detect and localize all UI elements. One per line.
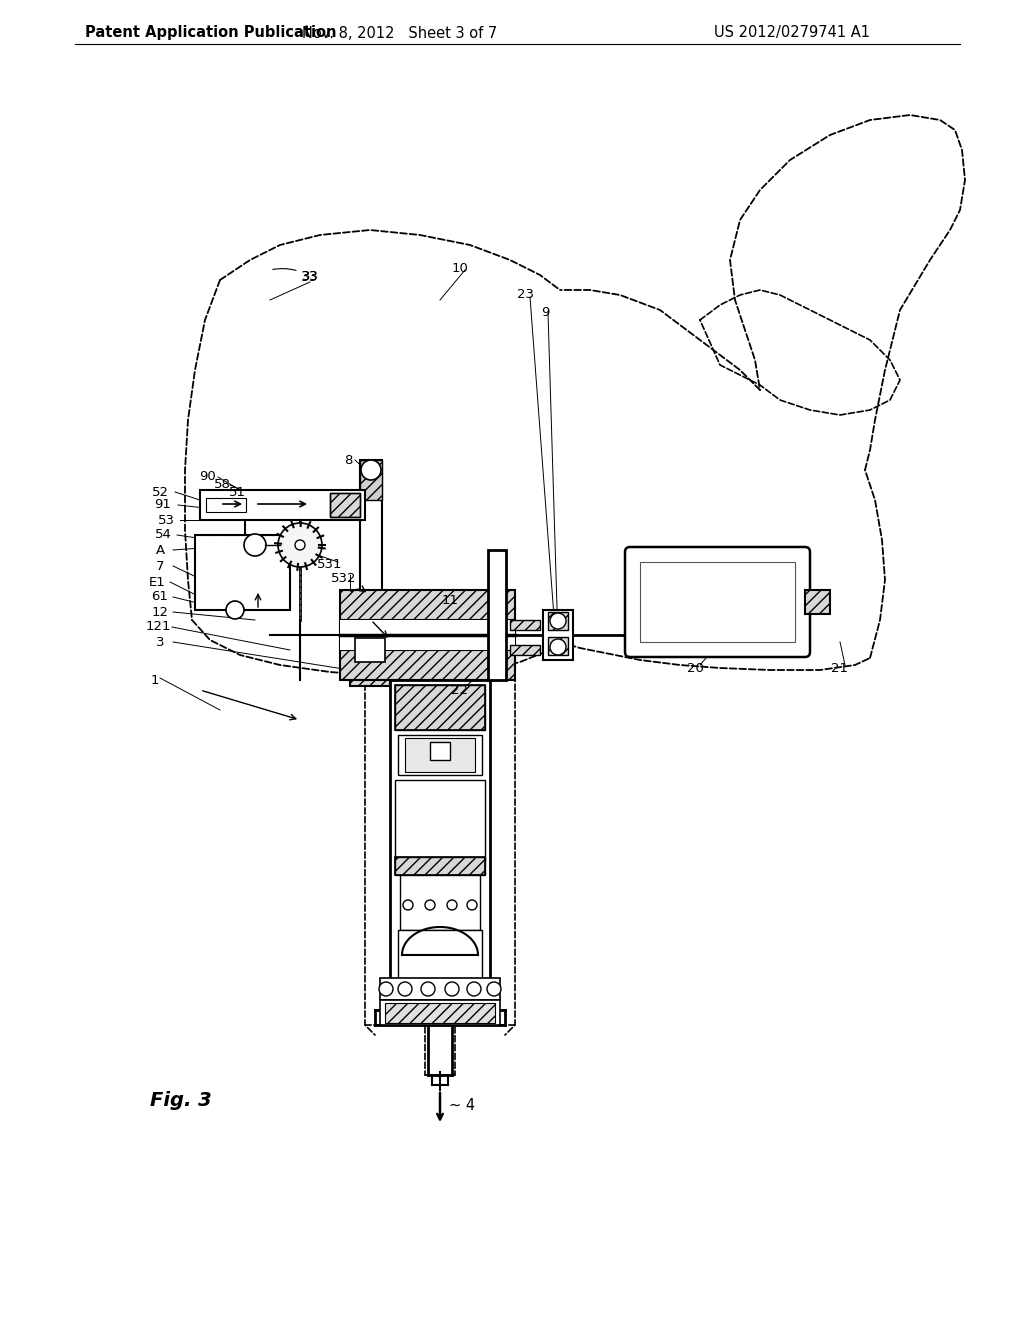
Text: 3: 3 (156, 635, 164, 648)
Circle shape (398, 982, 412, 997)
Bar (510, 620, 540, 630)
Bar (548, 612, 568, 630)
Bar (195, 535, 290, 610)
Text: 90: 90 (199, 470, 215, 483)
Bar (380, 1001, 500, 1026)
Circle shape (421, 982, 435, 997)
FancyBboxPatch shape (625, 546, 810, 657)
Bar (400, 875, 480, 931)
Text: 9: 9 (541, 305, 549, 318)
Bar (340, 590, 515, 620)
Bar (805, 590, 830, 614)
Circle shape (425, 900, 435, 909)
Bar (340, 590, 515, 620)
Text: 54: 54 (155, 528, 171, 541)
Bar (360, 459, 382, 500)
Bar (548, 638, 568, 655)
Circle shape (226, 601, 244, 619)
Text: 21: 21 (831, 661, 849, 675)
Text: 52: 52 (152, 486, 169, 499)
Bar (380, 978, 500, 1001)
Circle shape (467, 982, 481, 997)
Text: 121: 121 (145, 620, 171, 634)
Bar (805, 590, 830, 614)
Text: 58: 58 (214, 479, 230, 491)
Circle shape (295, 540, 305, 550)
Text: 11: 11 (441, 594, 459, 606)
Bar (543, 610, 573, 660)
Circle shape (403, 900, 413, 909)
Bar (395, 857, 485, 875)
Bar (488, 550, 506, 680)
Bar (395, 780, 485, 861)
Circle shape (379, 982, 393, 997)
Circle shape (447, 900, 457, 909)
Bar (395, 857, 485, 875)
Circle shape (467, 900, 477, 909)
Text: 531: 531 (317, 558, 343, 572)
Bar (398, 931, 482, 979)
Bar (395, 685, 485, 730)
Circle shape (487, 982, 501, 997)
Text: 33: 33 (272, 268, 318, 282)
Bar (355, 638, 385, 663)
Bar (340, 620, 515, 649)
Text: 7: 7 (156, 560, 164, 573)
Text: 53: 53 (158, 513, 174, 527)
Circle shape (361, 459, 381, 480)
Text: 33: 33 (301, 271, 318, 284)
Text: E1: E1 (148, 576, 165, 589)
Bar (206, 498, 246, 512)
Text: 23: 23 (516, 289, 534, 301)
Text: 10: 10 (452, 261, 468, 275)
Circle shape (550, 612, 566, 630)
Text: 12: 12 (152, 606, 169, 619)
Text: Fig. 3: Fig. 3 (150, 1090, 212, 1110)
Bar (385, 1003, 495, 1023)
Text: 8: 8 (344, 454, 352, 466)
Circle shape (445, 982, 459, 997)
Circle shape (550, 639, 566, 655)
Text: 20: 20 (686, 661, 703, 675)
Text: A: A (156, 544, 165, 557)
Text: 51: 51 (228, 487, 246, 499)
Text: 532: 532 (331, 572, 356, 585)
Circle shape (244, 535, 266, 556)
Bar (398, 735, 482, 775)
Bar (640, 562, 795, 642)
Bar (340, 649, 515, 680)
Bar (330, 492, 360, 517)
Bar (406, 738, 475, 772)
Bar (340, 649, 515, 680)
Bar (510, 645, 540, 655)
Bar (350, 671, 390, 686)
Bar (200, 490, 365, 520)
Bar (330, 492, 360, 517)
Bar (360, 640, 382, 680)
Text: Nov. 8, 2012   Sheet 3 of 7: Nov. 8, 2012 Sheet 3 of 7 (302, 25, 498, 41)
Text: US 2012/0279741 A1: US 2012/0279741 A1 (714, 25, 870, 41)
Text: 91: 91 (155, 499, 171, 511)
Text: Patent Application Publication: Patent Application Publication (85, 25, 337, 41)
Text: 1: 1 (151, 673, 160, 686)
Text: 22: 22 (452, 684, 469, 697)
Bar (430, 742, 450, 760)
Text: 61: 61 (152, 590, 168, 603)
Text: ~ 4: ~ 4 (449, 1097, 475, 1113)
Bar (395, 685, 485, 730)
Bar (360, 459, 382, 680)
Bar (350, 671, 390, 686)
Circle shape (278, 523, 322, 568)
